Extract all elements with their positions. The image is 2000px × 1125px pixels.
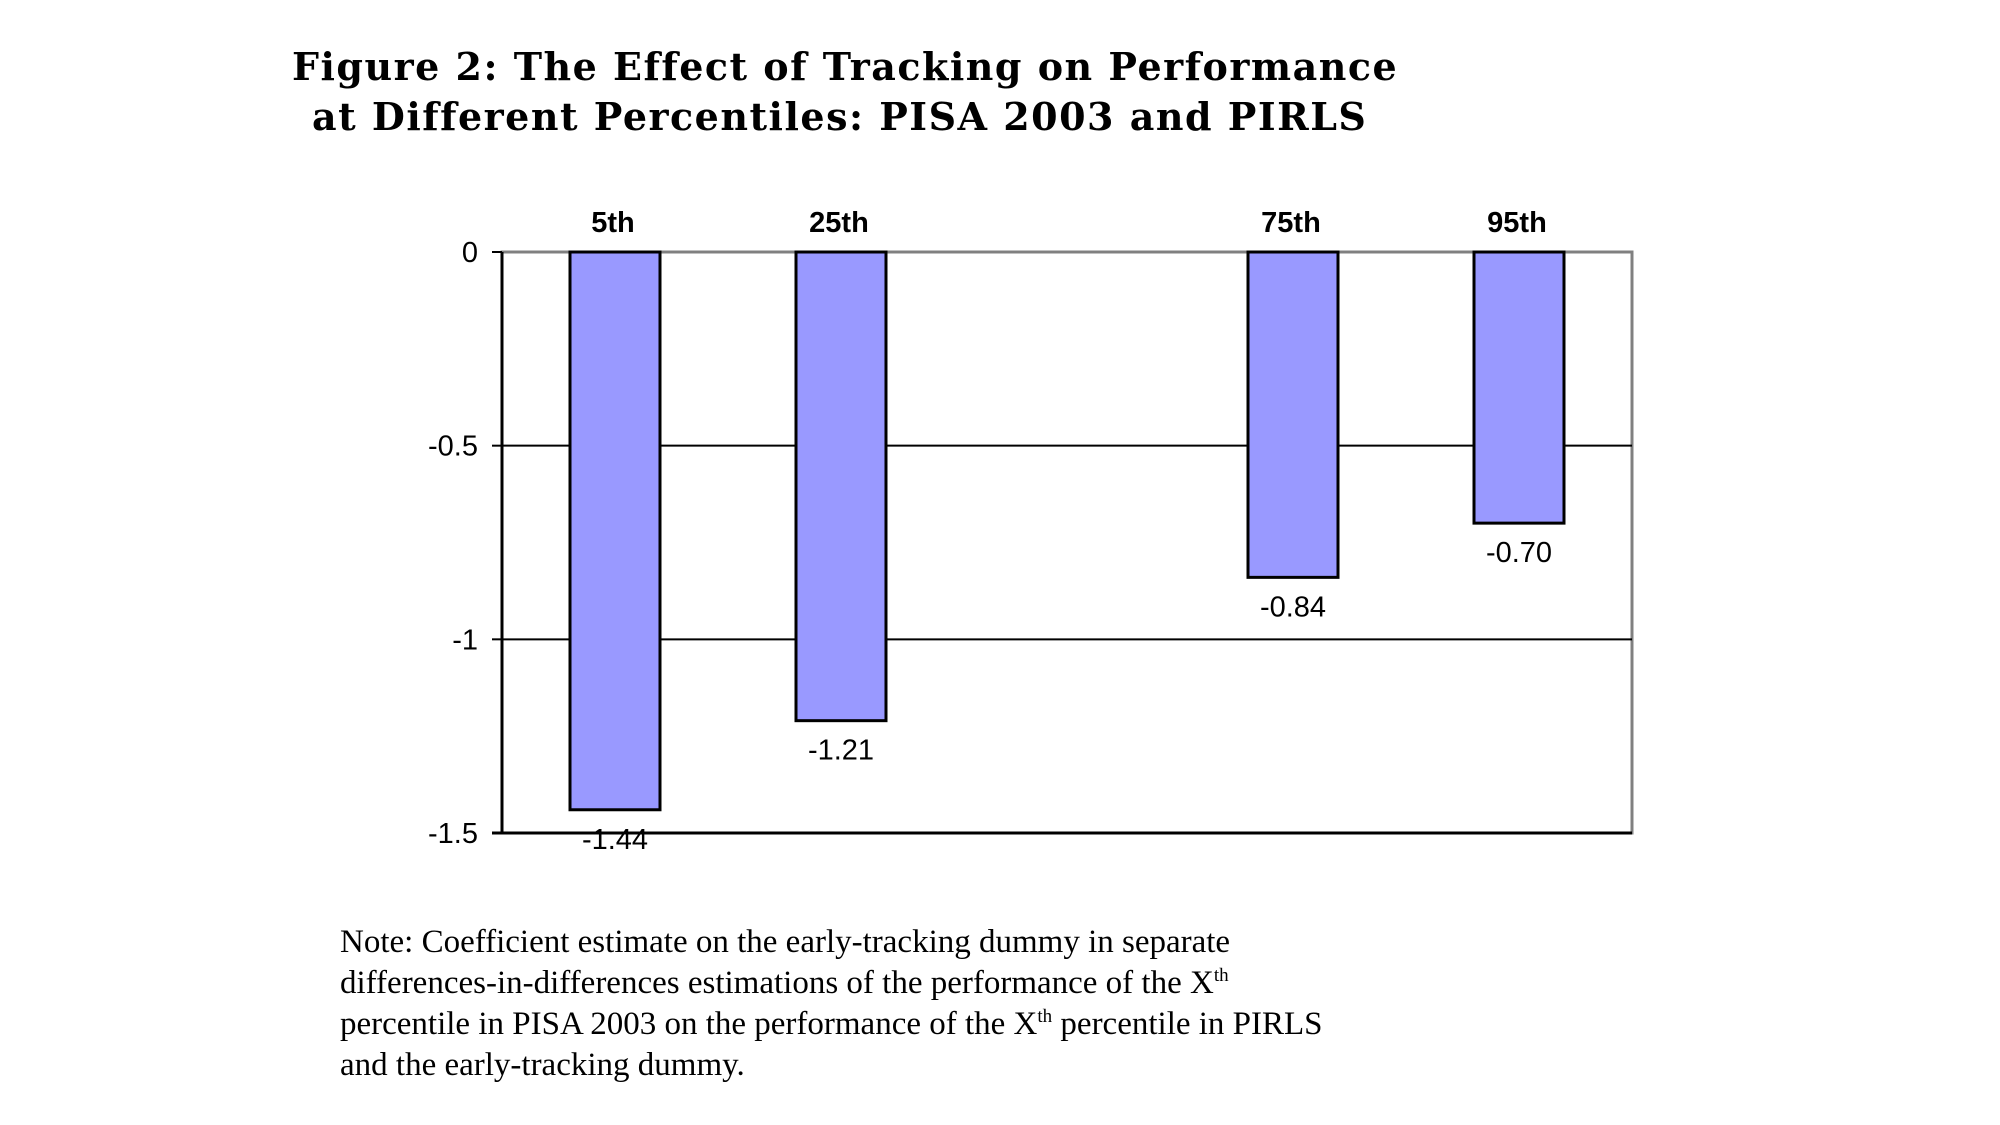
note-line-1: Note: Coefficient estimate on the early-… bbox=[340, 924, 1231, 960]
bar bbox=[1472, 250, 1566, 525]
category-label: 5th bbox=[591, 207, 635, 239]
data-label: -1.21 bbox=[808, 735, 874, 767]
note-line-2-superscript: th bbox=[1213, 965, 1229, 986]
note-line-3-superscript: th bbox=[1037, 1006, 1053, 1027]
plot-area bbox=[500, 250, 1634, 835]
bar bbox=[568, 250, 662, 812]
category-label: 75th bbox=[1261, 207, 1321, 239]
category-label: 95th bbox=[1487, 207, 1547, 239]
y-tick-label: -1 bbox=[452, 624, 478, 656]
y-tick-label: -1.5 bbox=[428, 818, 478, 850]
data-label: -1.44 bbox=[582, 824, 648, 856]
note-line-3-text: percentile in PISA 2003 on the performan… bbox=[340, 1006, 1038, 1042]
y-tick-label: -0.5 bbox=[428, 431, 478, 463]
note-line-3-text-end: percentile in PIRLS bbox=[1052, 1006, 1323, 1042]
chart-note: Note: Coefficient estimate on the early-… bbox=[340, 922, 1440, 1086]
data-label: -0.70 bbox=[1486, 537, 1552, 569]
note-line-3: percentile in PISA 2003 on the performan… bbox=[340, 1004, 1440, 1045]
category-label: 25th bbox=[809, 207, 869, 239]
bar-chart: 0 -0.5 -1 -1.5 -1.44 5th -1.21 25th -0.84 75th -0.… bbox=[428, 207, 1634, 856]
note-line-4: and the early-tracking dummy. bbox=[340, 1047, 745, 1083]
bar bbox=[1246, 250, 1340, 579]
chart-title: Figure 2: The Effect of Tracking on Perf… bbox=[292, 42, 1399, 142]
y-tick-label: 0 bbox=[462, 237, 478, 269]
chart-title-line-1: Figure 2: The Effect of Tracking on Perf… bbox=[292, 44, 1399, 89]
note-line-2-text: differences-in-differences estimations o… bbox=[340, 965, 1214, 1001]
bar bbox=[794, 250, 888, 723]
note-line-2: differences-in-differences estimations o… bbox=[340, 963, 1440, 1004]
data-label: -0.84 bbox=[1260, 591, 1326, 623]
